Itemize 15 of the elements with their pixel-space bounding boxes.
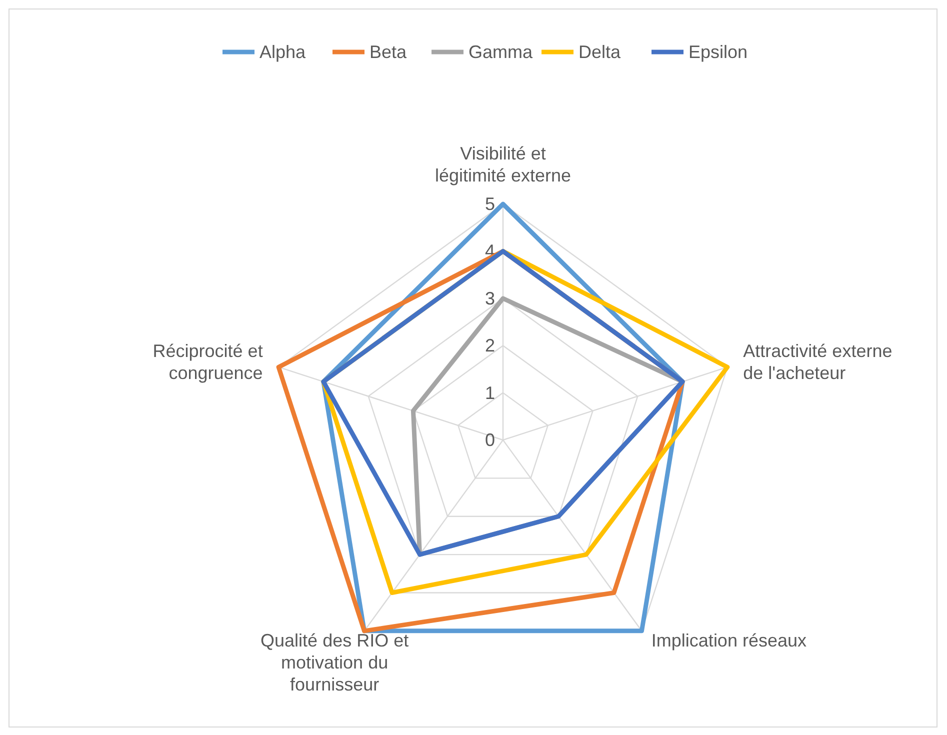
y-tick-label: 1 [484, 382, 495, 403]
legend-label: Delta [578, 42, 622, 62]
legend-label: Gamma [468, 42, 534, 62]
y-tick-label: 0 [484, 430, 495, 450]
spoke-label: Qualité des RIO et motivation du fournisseur [260, 630, 409, 694]
spoke-label: Implication réseaux [651, 630, 807, 650]
y-tick-label: 3 [484, 288, 495, 308]
spoke-label: Attractivité externe de l'acheteur [743, 340, 892, 383]
legend-label: Alpha [260, 42, 307, 62]
spoke-label: Réciprocité et congruence [152, 340, 263, 383]
legend-label: Beta [370, 42, 408, 62]
spoke-label: Visibilité et légitimité externe [434, 143, 572, 186]
y-tick-label: 5 [484, 194, 495, 214]
legend-label: Epsilon [688, 42, 748, 62]
y-tick-label: 2 [484, 336, 495, 356]
